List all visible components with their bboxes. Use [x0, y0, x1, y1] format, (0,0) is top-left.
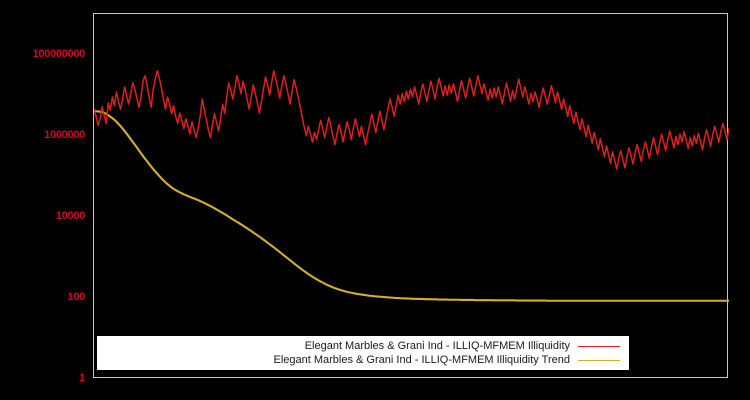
y-tick-label-10000: 10000 — [55, 209, 85, 222]
y-tick-label-100: 100 — [67, 290, 86, 303]
legend-label-illiquidity: Elegant Marbles & Grani Ind - ILLIQ-MFME… — [304, 340, 570, 352]
y-tick-label-100000000: 100000000 — [32, 47, 86, 60]
legend-swatch-illiquidity — [578, 345, 620, 347]
series-line-illiquidity — [94, 69, 729, 170]
legend-entry-illiquidity[interactable]: Elegant Marbles & Grani Ind - ILLIQ-MFME… — [98, 339, 628, 353]
series-line-illiquidity-trend — [94, 110, 729, 302]
plot-canvas — [94, 69, 729, 302]
y-axis-tick-labels: 100000000 1000000 10000 100 1 — [0, 0, 86, 400]
legend-label-illiquidity-trend: Elegant Marbles & Grani Ind - ILLIQ-MFME… — [273, 354, 571, 366]
legend-entry-illiquidity-trend[interactable]: Elegant Marbles & Grani Ind - ILLIQ-MFME… — [98, 353, 628, 367]
y-tick-label-1: 1 — [79, 372, 85, 384]
chart-legend: Elegant Marbles & Grani Ind - ILLIQ-MFME… — [97, 336, 629, 370]
y-tick-label-1000000: 1000000 — [44, 128, 85, 141]
plot-area — [93, 13, 729, 378]
legend-swatch-illiquidity-trend — [578, 359, 620, 361]
